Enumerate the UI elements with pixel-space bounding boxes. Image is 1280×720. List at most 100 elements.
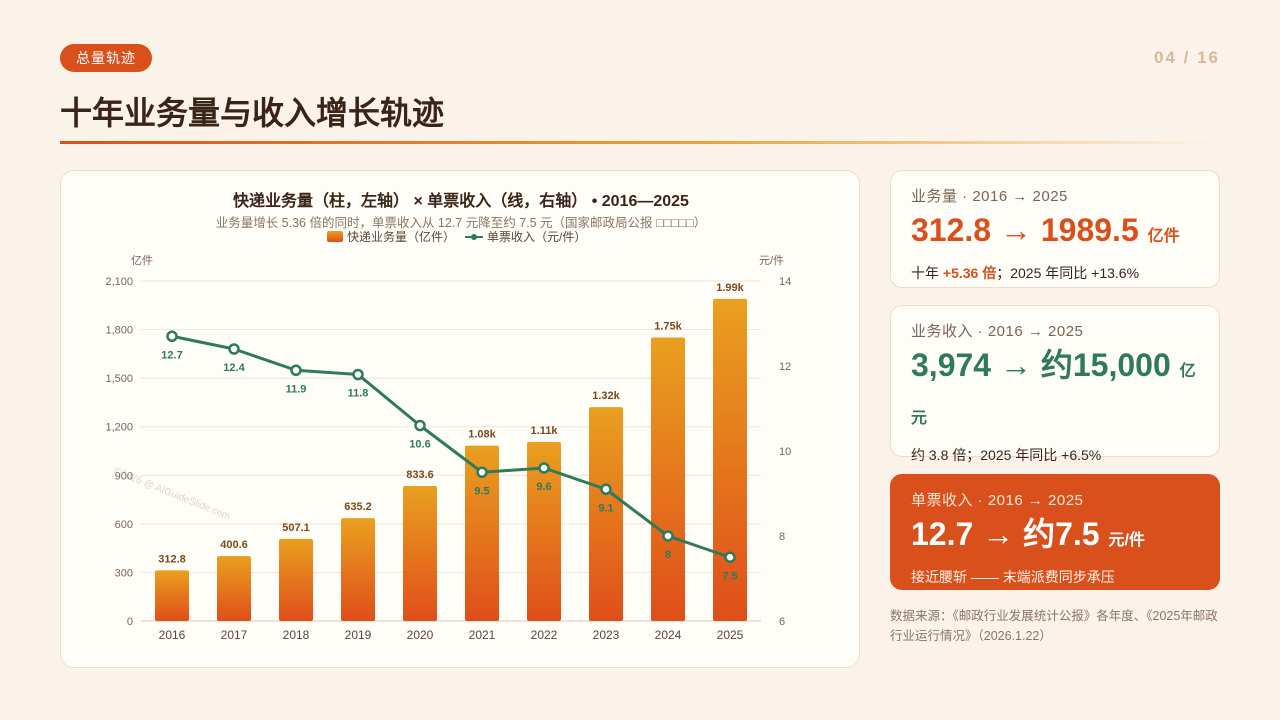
x-axis-tick: 2024 (655, 628, 682, 642)
bar (651, 337, 685, 621)
watermark: ©2026 @ AIGuideSlide.com (112, 466, 232, 523)
bar (341, 518, 375, 621)
left-axis-tick: 1,800 (105, 325, 133, 337)
bar-label: 1.08k (468, 429, 496, 441)
stat-unit: 元/件 (1108, 532, 1145, 549)
line-label: 7.5 (722, 570, 737, 582)
line-label: 10.6 (409, 439, 430, 451)
bar (217, 556, 251, 621)
x-axis-tick: 2017 (221, 628, 248, 642)
stat-label: 业务量 · 2016 → 2025 (911, 188, 1068, 205)
left-axis-title: 亿件 (131, 254, 153, 267)
line-series: 12.7 12.4 11.9 11.8 10.6 9.5 9.6 9.1 8 7.5 (161, 330, 738, 582)
stat-label: 单票收入 · 2016 → 2025 (911, 492, 1084, 509)
line-label: 9.6 (536, 481, 551, 493)
line-point (414, 419, 426, 432)
stat-label: 业务收入 · 2016 → 2025 (911, 323, 1084, 340)
bar-label: 1.99k (716, 282, 744, 294)
line-label: 9.5 (474, 485, 489, 497)
line-point (290, 364, 302, 376)
left-axis-tick: 1,200 (105, 422, 133, 434)
stat-sub: 十年 +5.36 倍；2025 年同比 +13.6% (911, 263, 1199, 283)
bar-label: 312.8 (158, 553, 186, 565)
legend-line-marker (471, 234, 477, 240)
stat-value-text: 12.7 → 约7.5 (911, 516, 1100, 552)
right-axis-title: 元/件 (759, 254, 784, 267)
line-point (228, 343, 240, 355)
stat-sub-suffix: ；2025 年同比 +13.6% (996, 265, 1140, 281)
stat-value: 3,974 → 约15,000 亿元 (911, 345, 1199, 439)
bar (155, 570, 189, 621)
bar-label: 833.6 (406, 469, 434, 481)
bar (465, 445, 499, 621)
bar (589, 407, 623, 621)
legend-line-label: 单票收入（元/件） (487, 230, 586, 244)
line-point (538, 462, 550, 474)
left-axis-tick: 600 (115, 519, 133, 531)
stat-card-volume: 业务量 · 2016 → 2025 312.8 → 1989.5 亿件 十年 +… (890, 170, 1220, 288)
line-label: 11.8 (348, 388, 369, 400)
left-axis-tick: 900 (115, 470, 133, 482)
stat-card-revenue: 业务收入 · 2016 → 2025 3,974 → 约15,000 亿元 约 … (890, 305, 1220, 463)
title-divider (60, 141, 1220, 144)
line-label: 12.7 (161, 349, 182, 361)
left-axis-tick: 0 (127, 616, 133, 628)
x-axis-tick: 2016 (159, 628, 186, 642)
right-axis-tick: 6 (779, 616, 785, 628)
line-label: 11.9 (286, 383, 307, 395)
stat-sub-highlight: +5.36 倍 (942, 265, 997, 281)
bar (527, 441, 561, 621)
page-indicator: 04 / 16 (1154, 48, 1220, 67)
bar-label: 507.1 (282, 522, 310, 534)
page-title: 十年业务量与收入增长轨迹 (60, 95, 445, 131)
right-axis-tick: 8 (779, 531, 785, 543)
bar-label: 1.32k (592, 390, 620, 402)
stat-value-text: 312.8 → 1989.5 (911, 212, 1139, 248)
axis-labels: 0 300 600 900 1,200 1,500 1,800 2,100 6 8 10 12 14 20… (105, 276, 791, 642)
bar-label: 400.6 (220, 539, 248, 551)
bar (279, 538, 313, 621)
chart-legend: 快递业务量（亿件） 单票收入（元/件） (327, 229, 586, 244)
stat-unit: 亿元 (911, 363, 1196, 427)
bar-series: 312.8 400.6 507.1 635.2 833.6 1.08k 1.11k 1.32k… (155, 282, 747, 621)
chart-card: 快递业务量（柱，左轴） × 单票收入（线，右轴） • 2016—2025 业务量… (60, 170, 860, 668)
combo-chart: 快递业务量（柱，左轴） × 单票收入（线，右轴） • 2016—2025 业务量… (105, 191, 791, 642)
stat-card-unit-revenue: 单票收入 · 2016 → 2025 12.7 → 约7.5 元/件 接近腰斩 … (890, 474, 1220, 590)
line-point (600, 483, 612, 495)
stat-value: 12.7 → 约7.5 元/件 (911, 514, 1199, 561)
legend-bar-swatch (327, 231, 343, 242)
bar (713, 298, 747, 621)
line-label: 9.1 (598, 502, 613, 514)
bar-label: 635.2 (344, 501, 372, 513)
line-label: 8 (665, 549, 671, 561)
line-path (171, 334, 731, 559)
x-axis-tick: 2021 (469, 628, 496, 642)
stat-sub: 约 3.8 倍；2025 年同比 +6.5% (911, 447, 1102, 463)
x-axis-tick: 2025 (717, 628, 744, 642)
x-axis-tick: 2023 (593, 628, 620, 642)
right-axis-tick: 14 (779, 276, 791, 288)
bar-label: 1.11k (531, 425, 559, 437)
bar-label: 1.75k (654, 321, 682, 333)
chart-subtitle: 业务量增长 5.36 倍的同时，单票收入从 12.7 元降至约 7.5 元（国家… (216, 215, 707, 230)
line-point (724, 551, 736, 563)
line-label: 12.4 (223, 362, 245, 374)
left-axis-tick: 2,100 (105, 276, 133, 288)
right-axis-tick: 10 (779, 446, 791, 458)
stat-value: 312.8 → 1989.5 亿件 (911, 210, 1199, 257)
line-point (166, 330, 178, 342)
stat-sub: 接近腰斩 —— 末端派费同步承压 (911, 569, 1115, 585)
left-axis-tick: 300 (115, 567, 133, 579)
left-axis-tick: 1,500 (105, 373, 133, 385)
stat-value-text: 3,974 → 约15,000 (911, 347, 1171, 383)
x-axis-tick: 2019 (345, 628, 372, 642)
data-source-note: 数据来源：《邮政行业发展统计公报》各年度、《2025年邮政行业运行情况》（202… (890, 609, 1218, 643)
x-axis-tick: 2022 (531, 628, 558, 642)
right-axis-tick: 12 (779, 361, 791, 373)
line-point (352, 368, 364, 381)
line-point (662, 530, 674, 542)
stat-sub-prefix: 十年 (911, 265, 943, 281)
line-point (476, 466, 488, 478)
stat-unit: 亿件 (1147, 228, 1180, 245)
legend-bar-label: 快递业务量（亿件） (347, 229, 455, 244)
